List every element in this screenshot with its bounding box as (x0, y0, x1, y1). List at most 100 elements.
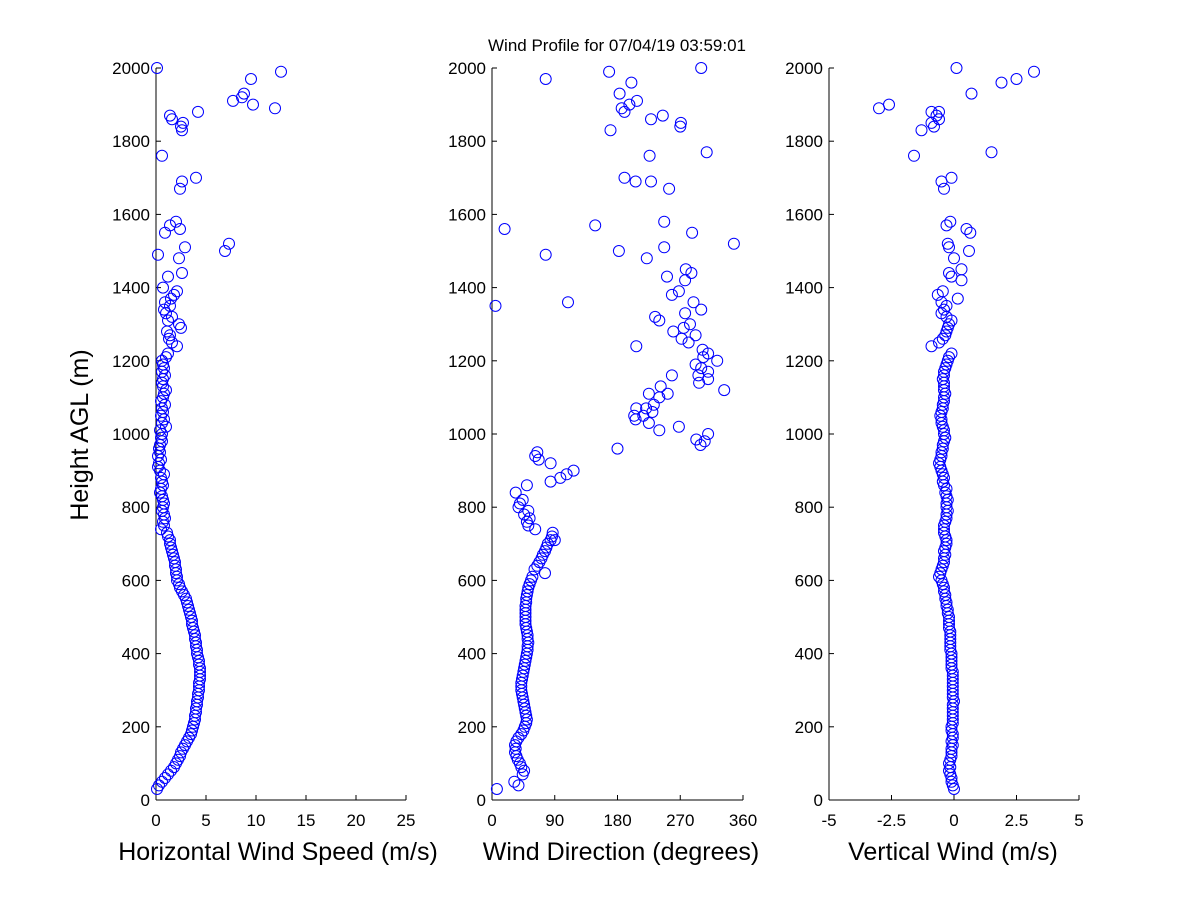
vertical-x-tick-label: -5 (821, 811, 836, 830)
speed-data-point (168, 288, 180, 301)
direction-data-point (661, 387, 674, 400)
vertical-y-tick-label: 1800 (785, 132, 823, 151)
speed-data-point (192, 105, 204, 118)
vertical-x-tick-label: 2.5 (1005, 811, 1029, 830)
direction-data-point (686, 226, 699, 239)
direction-y-tick-label: 1800 (448, 132, 486, 151)
direction-data-point (539, 73, 552, 85)
speed-data-point (275, 65, 287, 78)
direction-data-point (727, 237, 740, 250)
direction-panel: 0 200 400 600 800 1000 1200 1400 1600 1800 2000 0 90… (448, 59, 759, 866)
vertical-data-point (938, 182, 950, 195)
direction-data-point (623, 98, 636, 111)
speed-data-point (176, 175, 188, 188)
direction-data-point (674, 116, 687, 129)
speed-data-point (219, 245, 231, 257)
direction-data-point (631, 94, 643, 107)
direction-data-point (665, 369, 678, 382)
vertical-data-point (908, 149, 920, 162)
speed-data-point (152, 248, 164, 261)
direction-data-point (658, 241, 671, 254)
vertical-y-tick-label: 0 (814, 791, 823, 810)
direction-data-point (667, 325, 680, 338)
direction-data-point (490, 783, 503, 795)
speed-y-tick-label: 1200 (112, 352, 150, 371)
vertical-x-tick-label: 0 (949, 811, 958, 830)
vertical-data-point (940, 482, 953, 495)
speed-data-point (155, 523, 167, 536)
vertical-y-tick-label: 200 (795, 718, 823, 737)
direction-data-point (672, 420, 685, 433)
speed-data-point (177, 116, 189, 129)
direction-data-point (548, 534, 561, 547)
direction-data-point (696, 343, 709, 356)
speed-data-point (170, 215, 182, 228)
direction-data-point (695, 62, 708, 74)
speed-y-tick-label: 1000 (112, 425, 150, 444)
speed-data-point (157, 281, 169, 294)
speed-data-point (174, 182, 186, 195)
direction-data-point (679, 307, 692, 320)
speed-data-point (164, 329, 176, 342)
direction-data-point (630, 340, 643, 353)
speed-data-point (176, 267, 188, 279)
speed-data-point (156, 149, 168, 162)
vertical-data-point (960, 223, 973, 235)
direction-data-point (521, 585, 534, 598)
direction-x-tick-label: 0 (487, 811, 496, 830)
speed-data-point (162, 270, 174, 283)
speed-x-tick-label: 10 (247, 811, 266, 830)
direction-data-point (643, 149, 656, 162)
vertical-data-point (936, 332, 949, 345)
speed-data-point (162, 768, 174, 781)
direction-data-point (649, 310, 662, 323)
direction-data-point (645, 175, 657, 188)
direction-data-point (640, 402, 653, 415)
speed-x-tick-label: 5 (201, 811, 210, 830)
direction-data-point (653, 314, 666, 327)
direction-data-point (567, 464, 580, 477)
direction-data-point (526, 570, 539, 583)
speed-y-tick-label: 0 (141, 791, 150, 810)
direction-data-point (702, 428, 715, 440)
speed-data-point (160, 384, 172, 397)
vertical-data-point (965, 87, 978, 100)
direction-data-point (618, 171, 631, 184)
speed-data-point (158, 303, 170, 316)
speed-data-point (161, 526, 173, 539)
direction-y-tick-label: 400 (458, 645, 486, 664)
vertical-y-tick-label: 1400 (785, 279, 823, 298)
direction-data-point (677, 321, 690, 334)
vertical-data-point (925, 105, 938, 118)
vertical-y-tick-label: 400 (795, 645, 823, 664)
vertical-data-point (950, 62, 963, 74)
direction-y-tick-label: 1200 (448, 352, 486, 371)
speed-data-point (164, 109, 176, 122)
direction-data-point (672, 285, 685, 298)
vertical-y-tick-label: 1600 (785, 205, 823, 224)
direction-data-point (546, 530, 558, 543)
direction-data-point (689, 329, 702, 342)
direction-y-tick-label: 2000 (448, 59, 486, 78)
vertical-data-point (943, 318, 955, 331)
vertical-data-point (995, 76, 1008, 89)
speed-data-point (158, 468, 170, 481)
direction-data-point (689, 358, 702, 371)
vertical-x-tick-label: -2.5 (877, 811, 906, 830)
vertical-data-point (943, 351, 955, 364)
direction-y-tick-label: 1400 (448, 279, 486, 298)
direction-data-point (539, 567, 551, 580)
direction-data-point (520, 479, 533, 492)
speed-data-point (154, 424, 166, 437)
direction-data-point (554, 471, 567, 484)
direction-x-tick-label: 180 (603, 811, 631, 830)
direction-data-point (589, 219, 602, 232)
speed-data-point (238, 87, 250, 100)
vertical-y-tick-label: 800 (795, 498, 823, 517)
direction-data-point (628, 409, 641, 422)
chart-title: Wind Profile for 07/04/19 03:59:01 (488, 36, 746, 55)
vertical-y-tick-label: 2000 (785, 59, 823, 78)
direction-data-point (630, 402, 643, 415)
speed-y-tick-label: 1400 (112, 279, 150, 298)
direction-data-point (509, 486, 522, 499)
